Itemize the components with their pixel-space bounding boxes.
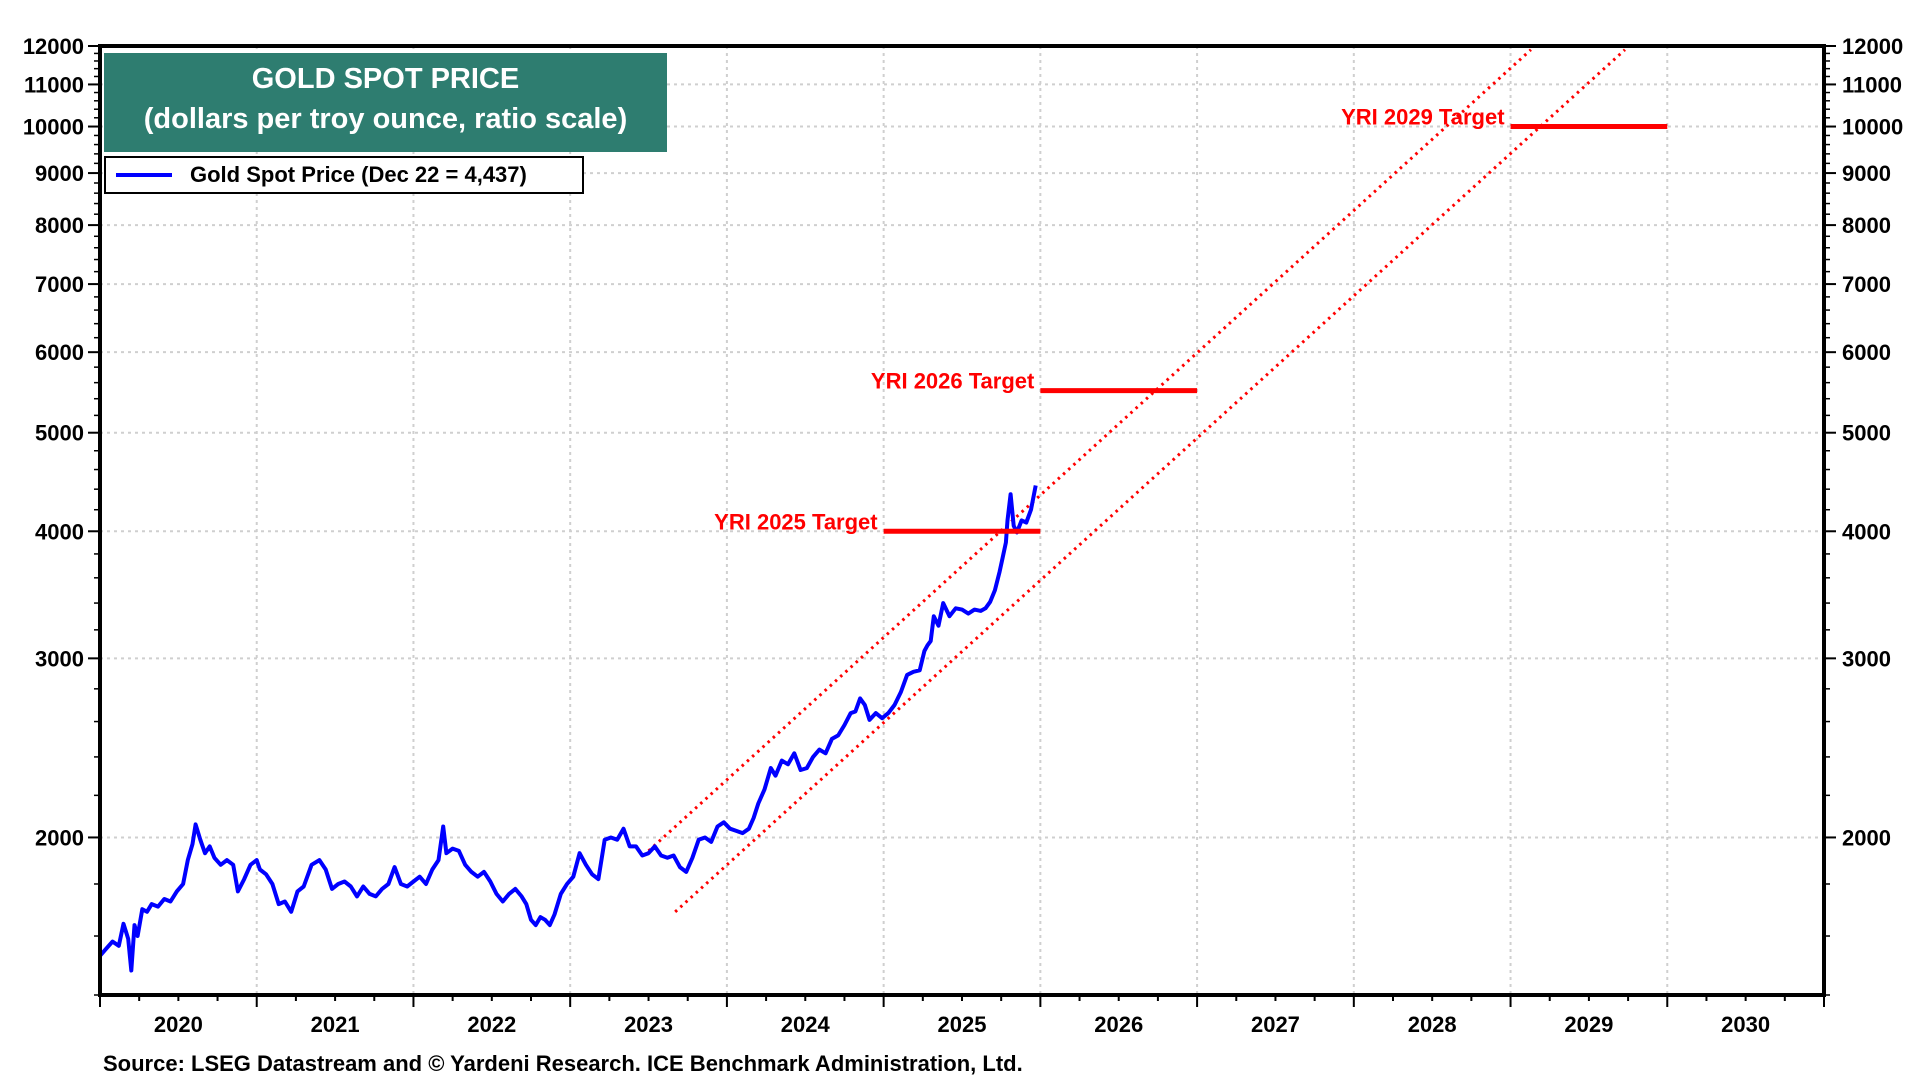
- axes: [88, 44, 1836, 1007]
- legend: Gold Spot Price (Dec 22 = 4,437): [104, 156, 584, 194]
- x-tick-label: 2020: [154, 1012, 203, 1037]
- chart-title-box: GOLD SPOT PRICE (dollars per troy ounce,…: [104, 53, 667, 152]
- y-tick-label-right: 3000: [1842, 646, 1891, 671]
- y-tick-label-left: 10000: [23, 115, 84, 140]
- x-tick-label: 2028: [1408, 1012, 1457, 1037]
- target-label: YRI 2029 Target: [1341, 105, 1505, 130]
- y-tick-label-right: 5000: [1842, 421, 1891, 446]
- x-tick-label: 2027: [1251, 1012, 1300, 1037]
- y-tick-label-right: 11000: [1842, 72, 1902, 97]
- x-tick-label: 2029: [1564, 1012, 1613, 1037]
- y-tick-label-left: 8000: [35, 213, 84, 238]
- y-tick-label-right: 10000: [1842, 115, 1903, 140]
- y-tick-label-left: 7000: [35, 272, 84, 297]
- y-tick-label-left: 2000: [35, 825, 84, 850]
- upper-trend-channel: [647, 48, 1532, 853]
- x-axis-labels: 2020 2021 2022 2023 2024 2025 2026 2027 2028 2029…: [154, 1012, 1770, 1037]
- y-tick-label-left: 9000: [35, 161, 84, 186]
- x-tick-label: 2021: [311, 1012, 360, 1037]
- gridlines: [100, 46, 1824, 995]
- y-tick-label-left: 5000: [35, 421, 84, 446]
- chart-title: GOLD SPOT PRICE: [251, 63, 520, 95]
- x-tick-label: 2030: [1721, 1012, 1770, 1037]
- y-tick-label-left: 12000: [23, 34, 84, 59]
- y-tick-label-left: 4000: [35, 519, 84, 544]
- y-tick-label-right: 9000: [1842, 161, 1891, 186]
- series-line-gold-spot-price: [98, 485, 1038, 973]
- legend-swatch-gold: [116, 173, 172, 177]
- x-tick-label: 2023: [624, 1012, 673, 1037]
- x-tick-label: 2024: [781, 1012, 831, 1037]
- y-tick-label-right: 6000: [1842, 340, 1891, 365]
- x-tick-label: 2026: [1094, 1012, 1143, 1037]
- y-tick-label-left: 6000: [35, 340, 84, 365]
- target-label: YRI 2026 Target: [871, 369, 1035, 394]
- y-tick-label-right: 4000: [1842, 519, 1891, 544]
- source-note: Source: LSEG Datastream and © Yardeni Re…: [103, 1051, 1023, 1076]
- target-label: YRI 2025 Target: [714, 509, 878, 534]
- trend-channels: [647, 48, 1626, 913]
- y-tick-label-left: 11000: [24, 72, 84, 97]
- chart-subtitle: (dollars per troy ounce, ratio scale): [143, 103, 628, 135]
- y-tick-label-right: 2000: [1842, 825, 1891, 850]
- y-tick-label-left: 3000: [35, 646, 84, 671]
- legend-label-gold: Gold Spot Price (Dec 22 = 4,437): [190, 162, 527, 187]
- y-tick-label-right: 12000: [1842, 34, 1903, 59]
- price-series: [98, 485, 1038, 973]
- x-tick-label: 2022: [467, 1012, 516, 1037]
- x-tick-label: 2025: [938, 1012, 987, 1037]
- y-tick-label-right: 7000: [1842, 272, 1891, 297]
- y-axis-right-labels: 2000 3000 4000 5000 6000 7000 8000 9000 10000 110…: [1842, 34, 1903, 850]
- y-tick-label-right: 8000: [1842, 213, 1891, 238]
- target-annotations: YRI 2025 Target YRI 2026 Target YRI 2029 T…: [714, 105, 1668, 534]
- lower-trend-channel: [674, 48, 1626, 913]
- y-axis-left-labels: 2000 3000 4000 5000 6000 7000 8000 9000 10000 110…: [23, 34, 84, 850]
